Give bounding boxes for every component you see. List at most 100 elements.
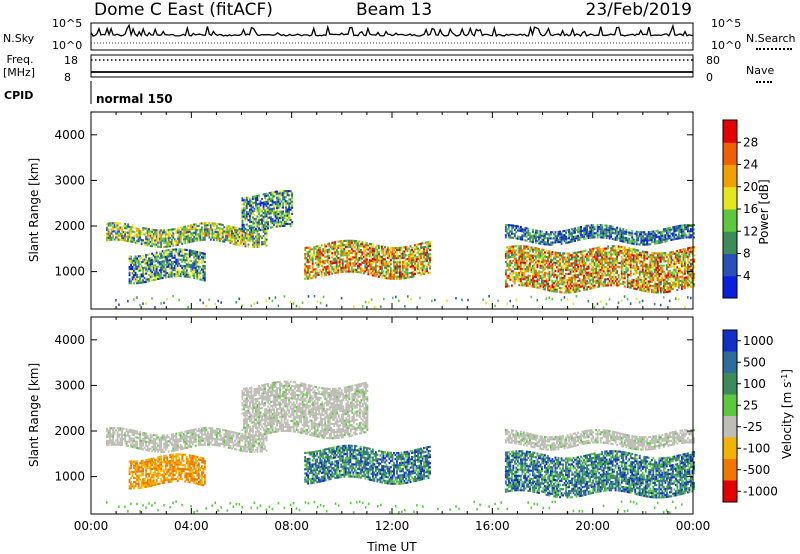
- echo-cell: [169, 228, 172, 231]
- echo-cell: [211, 224, 214, 227]
- echo-cell: [261, 214, 263, 217]
- echo-cell: [247, 219, 250, 222]
- echo-cell: [677, 253, 680, 256]
- echo-cell: [524, 282, 527, 285]
- echo-cell: [270, 216, 272, 219]
- echo-cell: [554, 255, 557, 258]
- echo-cell: [525, 276, 528, 279]
- echo-cell: [255, 201, 257, 204]
- echo-cell: [610, 276, 613, 279]
- echo-cell: [628, 286, 631, 289]
- echo-cell: [317, 273, 320, 276]
- echo-cell: [139, 238, 142, 241]
- echo-cell: [356, 246, 359, 249]
- echo-cell: [122, 230, 125, 233]
- echo-cell: [524, 231, 527, 234]
- echo-cell: [334, 257, 337, 260]
- echo-cell: [110, 228, 113, 231]
- echo-cell: [173, 269, 176, 272]
- echo-cell: [356, 240, 359, 243]
- echo-cell: [256, 194, 259, 197]
- echo-cell: [530, 254, 533, 257]
- echo-cell: [170, 228, 173, 231]
- echo-cell: [370, 267, 373, 270]
- echo-cell: [148, 267, 151, 270]
- echo-cell: [581, 270, 584, 273]
- echo-cell: [265, 240, 268, 243]
- echo-cell: [583, 264, 585, 267]
- echo-cell: [252, 195, 254, 198]
- echo-cell: [280, 192, 283, 195]
- echo-cell: [179, 258, 182, 261]
- echo-cell: [253, 226, 256, 229]
- echo-cell: [340, 248, 343, 251]
- nave-tick-top: 80: [706, 54, 720, 67]
- echo-cell: [253, 230, 256, 233]
- echo-cell: [516, 280, 519, 283]
- echo-cell: [273, 191, 275, 194]
- echo-cell: [510, 253, 513, 256]
- echo-cell: [522, 263, 525, 266]
- echo-cell: [405, 258, 407, 261]
- echo-cell: [197, 224, 200, 227]
- echo-cell: [550, 233, 552, 236]
- echo-cell: [199, 276, 202, 279]
- echo-cell: [288, 222, 291, 225]
- echo-cell: [394, 271, 397, 274]
- echo-cell: [557, 286, 560, 289]
- echo-cell: [504, 261, 507, 264]
- echo-cell: [598, 283, 601, 286]
- echo-cell: [568, 262, 570, 265]
- echo-cell: [279, 219, 281, 222]
- echo-cell: [307, 259, 310, 262]
- echo-cell: [593, 255, 596, 258]
- echo-cell: [226, 226, 229, 229]
- echo-cell: [341, 264, 344, 267]
- echo-cell: [619, 262, 622, 265]
- echo-cell: [690, 246, 692, 249]
- echo-cell: [203, 232, 206, 235]
- echo-cell: [276, 213, 278, 216]
- echo-cell: [403, 275, 406, 278]
- echo-cell: [533, 279, 536, 282]
- echo-cell: [185, 231, 188, 234]
- echo-cell: [328, 267, 331, 270]
- echo-cell: [200, 278, 203, 281]
- echo-cell: [164, 274, 167, 277]
- echo-cell: [240, 236, 242, 239]
- echo-cell: [250, 218, 253, 221]
- echo-cell: [143, 266, 146, 269]
- echo-cell: [279, 221, 281, 224]
- echo-cell: [382, 254, 385, 257]
- echo-cell: [167, 261, 170, 264]
- echo-cell: [515, 276, 518, 279]
- echo-cell: [632, 258, 635, 261]
- echo-cell: [173, 240, 176, 243]
- echo-cell: [637, 259, 640, 262]
- echo-cell: [255, 205, 257, 208]
- echo-cell: [350, 258, 353, 261]
- echo-cell: [325, 249, 328, 252]
- echo-cell: [509, 250, 512, 253]
- echo-cell: [185, 253, 188, 256]
- echo-cell: [121, 228, 123, 231]
- echo-cell: [349, 260, 352, 263]
- echo-cell: [674, 285, 677, 288]
- echo-cell: [122, 235, 125, 238]
- echo-cell: [684, 258, 686, 261]
- echo-cell: [243, 207, 245, 210]
- echo-cell: [646, 263, 649, 266]
- echo-cell: [684, 264, 686, 267]
- echo-cell: [393, 255, 395, 258]
- echo-cell: [194, 229, 197, 232]
- echo-cell: [326, 255, 329, 258]
- echo-cell: [662, 283, 665, 286]
- echo-cell: [196, 233, 199, 236]
- echo-cell: [522, 228, 525, 231]
- echo-cell: [271, 222, 274, 225]
- echo-cell: [580, 252, 582, 255]
- echo-cell: [283, 222, 286, 225]
- echo-cell: [217, 231, 220, 234]
- echo-cell: [649, 262, 652, 265]
- echo-cell: [388, 257, 391, 260]
